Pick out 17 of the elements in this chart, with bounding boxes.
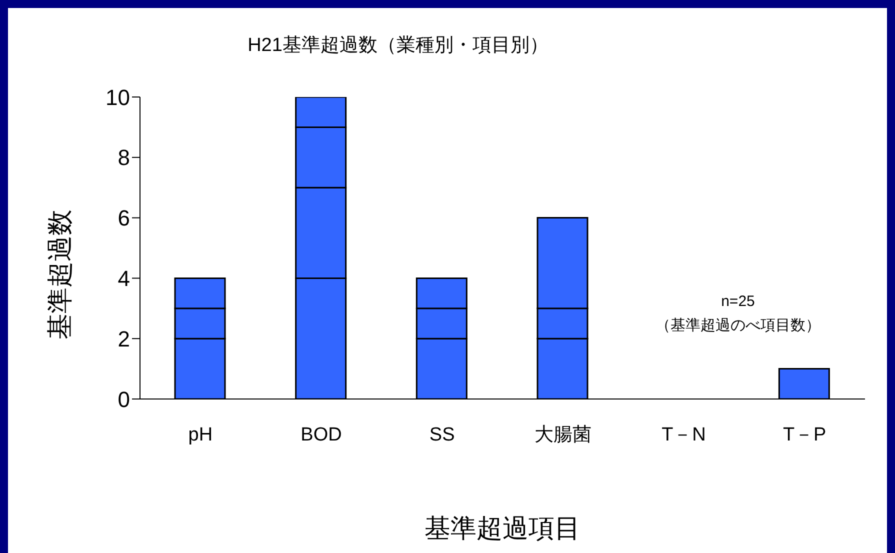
- x-tick-label: T－N: [662, 424, 706, 446]
- x-axis-title: 基準超過項目: [424, 512, 582, 545]
- annotation: n=25: [720, 292, 756, 312]
- y-tick-label: 2: [118, 326, 130, 352]
- y-tick-label: 8: [118, 145, 130, 170]
- y-tick-label: 6: [118, 206, 130, 231]
- x-tick-label: SS: [429, 424, 455, 446]
- x-tick-label: T－P: [782, 424, 826, 446]
- y-axis-title: 基準超過数: [44, 209, 76, 339]
- x-tick-label: 大腸菌: [534, 424, 592, 446]
- y-tick-label: 0: [118, 386, 130, 412]
- x-tick-label: pH: [188, 424, 213, 446]
- x-tick-label: BOD: [300, 424, 342, 446]
- chart-title: H21基準超過数（業種別・項目別）: [246, 34, 550, 58]
- y-tick-label: 4: [118, 266, 130, 292]
- annotation: （基準超過のべ項目数）: [654, 316, 822, 336]
- y-tick-label: 10: [106, 84, 130, 110]
